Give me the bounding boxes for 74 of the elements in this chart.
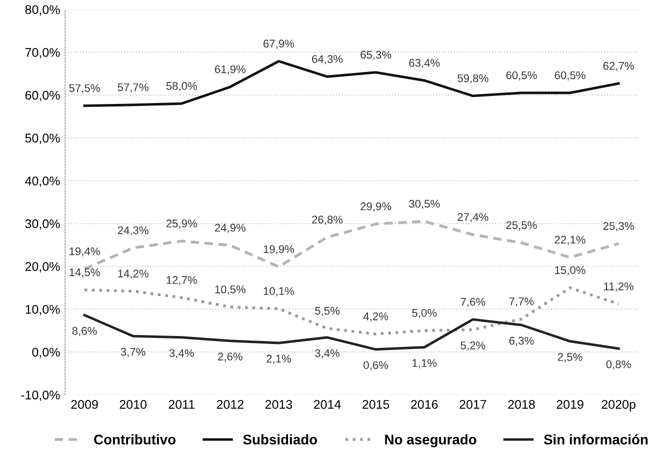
- data-label: 7,6%: [460, 298, 486, 308]
- data-label: 0,6%: [364, 361, 388, 370]
- data-label: 2,6%: [218, 352, 242, 362]
- data-label: 10,1%: [264, 287, 294, 296]
- x-tick-label: 2010: [120, 400, 146, 409]
- data-label: 29,9%: [360, 202, 392, 212]
- x-tick-label: 2011: [168, 400, 194, 409]
- y-tick-label: 10,0%: [26, 304, 60, 316]
- data-label: 24,9%: [214, 224, 246, 233]
- data-label: 19,9%: [264, 245, 294, 254]
- data-label: 57,5%: [69, 84, 100, 94]
- legend-label: No asegurado: [385, 434, 476, 448]
- data-label: 5,0%: [412, 309, 437, 318]
- data-label: 14,5%: [70, 268, 100, 278]
- data-label: 12,7%: [166, 276, 197, 286]
- y-tick-label: 0,0%: [32, 348, 60, 358]
- data-label: 14,2%: [118, 270, 148, 279]
- data-label: 19,4%: [70, 247, 100, 257]
- y-tick-label: 40,0%: [25, 176, 60, 187]
- y-tick-label: 70,0%: [25, 48, 60, 58]
- data-label: 27,4%: [458, 213, 488, 222]
- data-label: 2,1%: [266, 354, 291, 364]
- data-label: 24,3%: [118, 226, 148, 236]
- data-label: 8,6%: [72, 326, 97, 336]
- data-label: 5,5%: [315, 306, 340, 316]
- y-tick-label: 30,0%: [25, 219, 60, 230]
- data-label: 60,5%: [554, 71, 586, 81]
- x-tick-label: 2016: [411, 400, 438, 409]
- data-label: 3,7%: [120, 348, 146, 358]
- data-label: 58,0%: [166, 82, 197, 92]
- data-label: 0,8%: [606, 360, 631, 370]
- x-tick-label: 2020p: [602, 400, 636, 412]
- data-label: 1,1%: [412, 359, 437, 368]
- data-label: 59,8%: [458, 74, 488, 84]
- data-label: 67,9%: [264, 40, 294, 49]
- data-label: 2,5%: [558, 353, 582, 362]
- x-tick-label: 2015: [362, 400, 390, 409]
- x-tick-label: 2009: [71, 400, 98, 409]
- data-label: 30,5%: [409, 200, 440, 209]
- data-label: 7,7%: [509, 298, 534, 307]
- legend-label: Sin información: [544, 434, 648, 444]
- data-label: 5,2%: [460, 341, 486, 351]
- legend-label: Contributivo: [94, 434, 176, 444]
- x-tick-label: 2019: [556, 400, 584, 409]
- data-label: 64,3%: [312, 55, 343, 64]
- y-tick-label: 60,0%: [25, 90, 60, 102]
- y-tick-label: -10,0%: [21, 390, 60, 401]
- data-label: 15,0%: [555, 266, 586, 276]
- data-label: 25,3%: [603, 222, 634, 232]
- y-tick-label: 50,0%: [25, 134, 60, 144]
- data-label: 60,5%: [506, 71, 537, 81]
- data-label: 3,4%: [169, 349, 194, 358]
- x-tick-label: 2018: [508, 400, 535, 409]
- data-label: 25,5%: [506, 221, 537, 230]
- data-label: 26,8%: [312, 216, 343, 225]
- data-label: 61,9%: [214, 65, 246, 75]
- data-label: 10,5%: [215, 285, 246, 295]
- data-label: 65,3%: [360, 50, 392, 60]
- data-label: 11,2%: [604, 282, 634, 292]
- data-label: 22,1%: [554, 236, 586, 245]
- data-label: 4,2%: [363, 312, 388, 322]
- x-tick-label: 2013: [265, 400, 292, 409]
- x-tick-label: 2017: [460, 400, 486, 409]
- x-tick-label: 2012: [216, 400, 244, 409]
- y-tick-label: 20,0%: [25, 262, 60, 272]
- x-tick-label: 2014: [314, 400, 341, 409]
- data-label: 25,9%: [166, 220, 197, 229]
- data-label: 6,3%: [509, 336, 534, 346]
- data-label: 62,7%: [603, 62, 634, 72]
- y-tick-label: 80,0%: [25, 5, 60, 16]
- data-label: 3,4%: [315, 349, 340, 358]
- data-label: 63,4%: [409, 58, 440, 68]
- legend-label: Subsidiado: [243, 434, 318, 444]
- data-label: 57,7%: [118, 83, 148, 93]
